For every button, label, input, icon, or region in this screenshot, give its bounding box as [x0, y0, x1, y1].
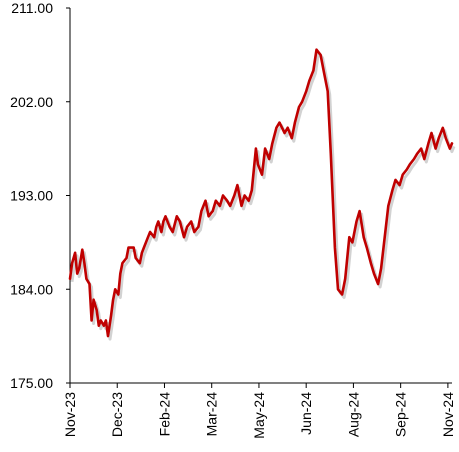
x-tick-label: May-24: [251, 392, 267, 439]
y-axis-labels: 175.00 184.00 193.00 202.00 211.00: [10, 0, 53, 391]
y-tick-label: 193.00: [10, 188, 53, 204]
series-line: [68, 48, 454, 338]
x-tick-label: Sep-24: [393, 392, 409, 437]
x-axis: Nov-23 Dec-23 Feb-24 Mar-24 May-24 Jun-24 Aug-…: [62, 382, 456, 439]
x-tick-label: Dec-23: [109, 392, 125, 437]
series-layer: [68, 48, 456, 341]
x-tick-label: Nov-23: [62, 392, 78, 437]
series-line-shadow: [70, 51, 456, 341]
x-tick-label: Mar-24: [204, 392, 220, 437]
y-tick-label: 175.00: [10, 375, 53, 391]
y-axis: [66, 7, 71, 384]
y-tick-label: 211.00: [11, 0, 53, 16]
x-tick-label: Jun-24: [298, 392, 314, 435]
y-tick-label: 202.00: [10, 94, 53, 110]
x-tick-label: Nov-24: [440, 392, 456, 437]
x-tick-label: Aug-24: [345, 392, 361, 437]
x-tick-label: Feb-24: [156, 392, 172, 437]
y-tick-label: 184.00: [10, 281, 53, 297]
